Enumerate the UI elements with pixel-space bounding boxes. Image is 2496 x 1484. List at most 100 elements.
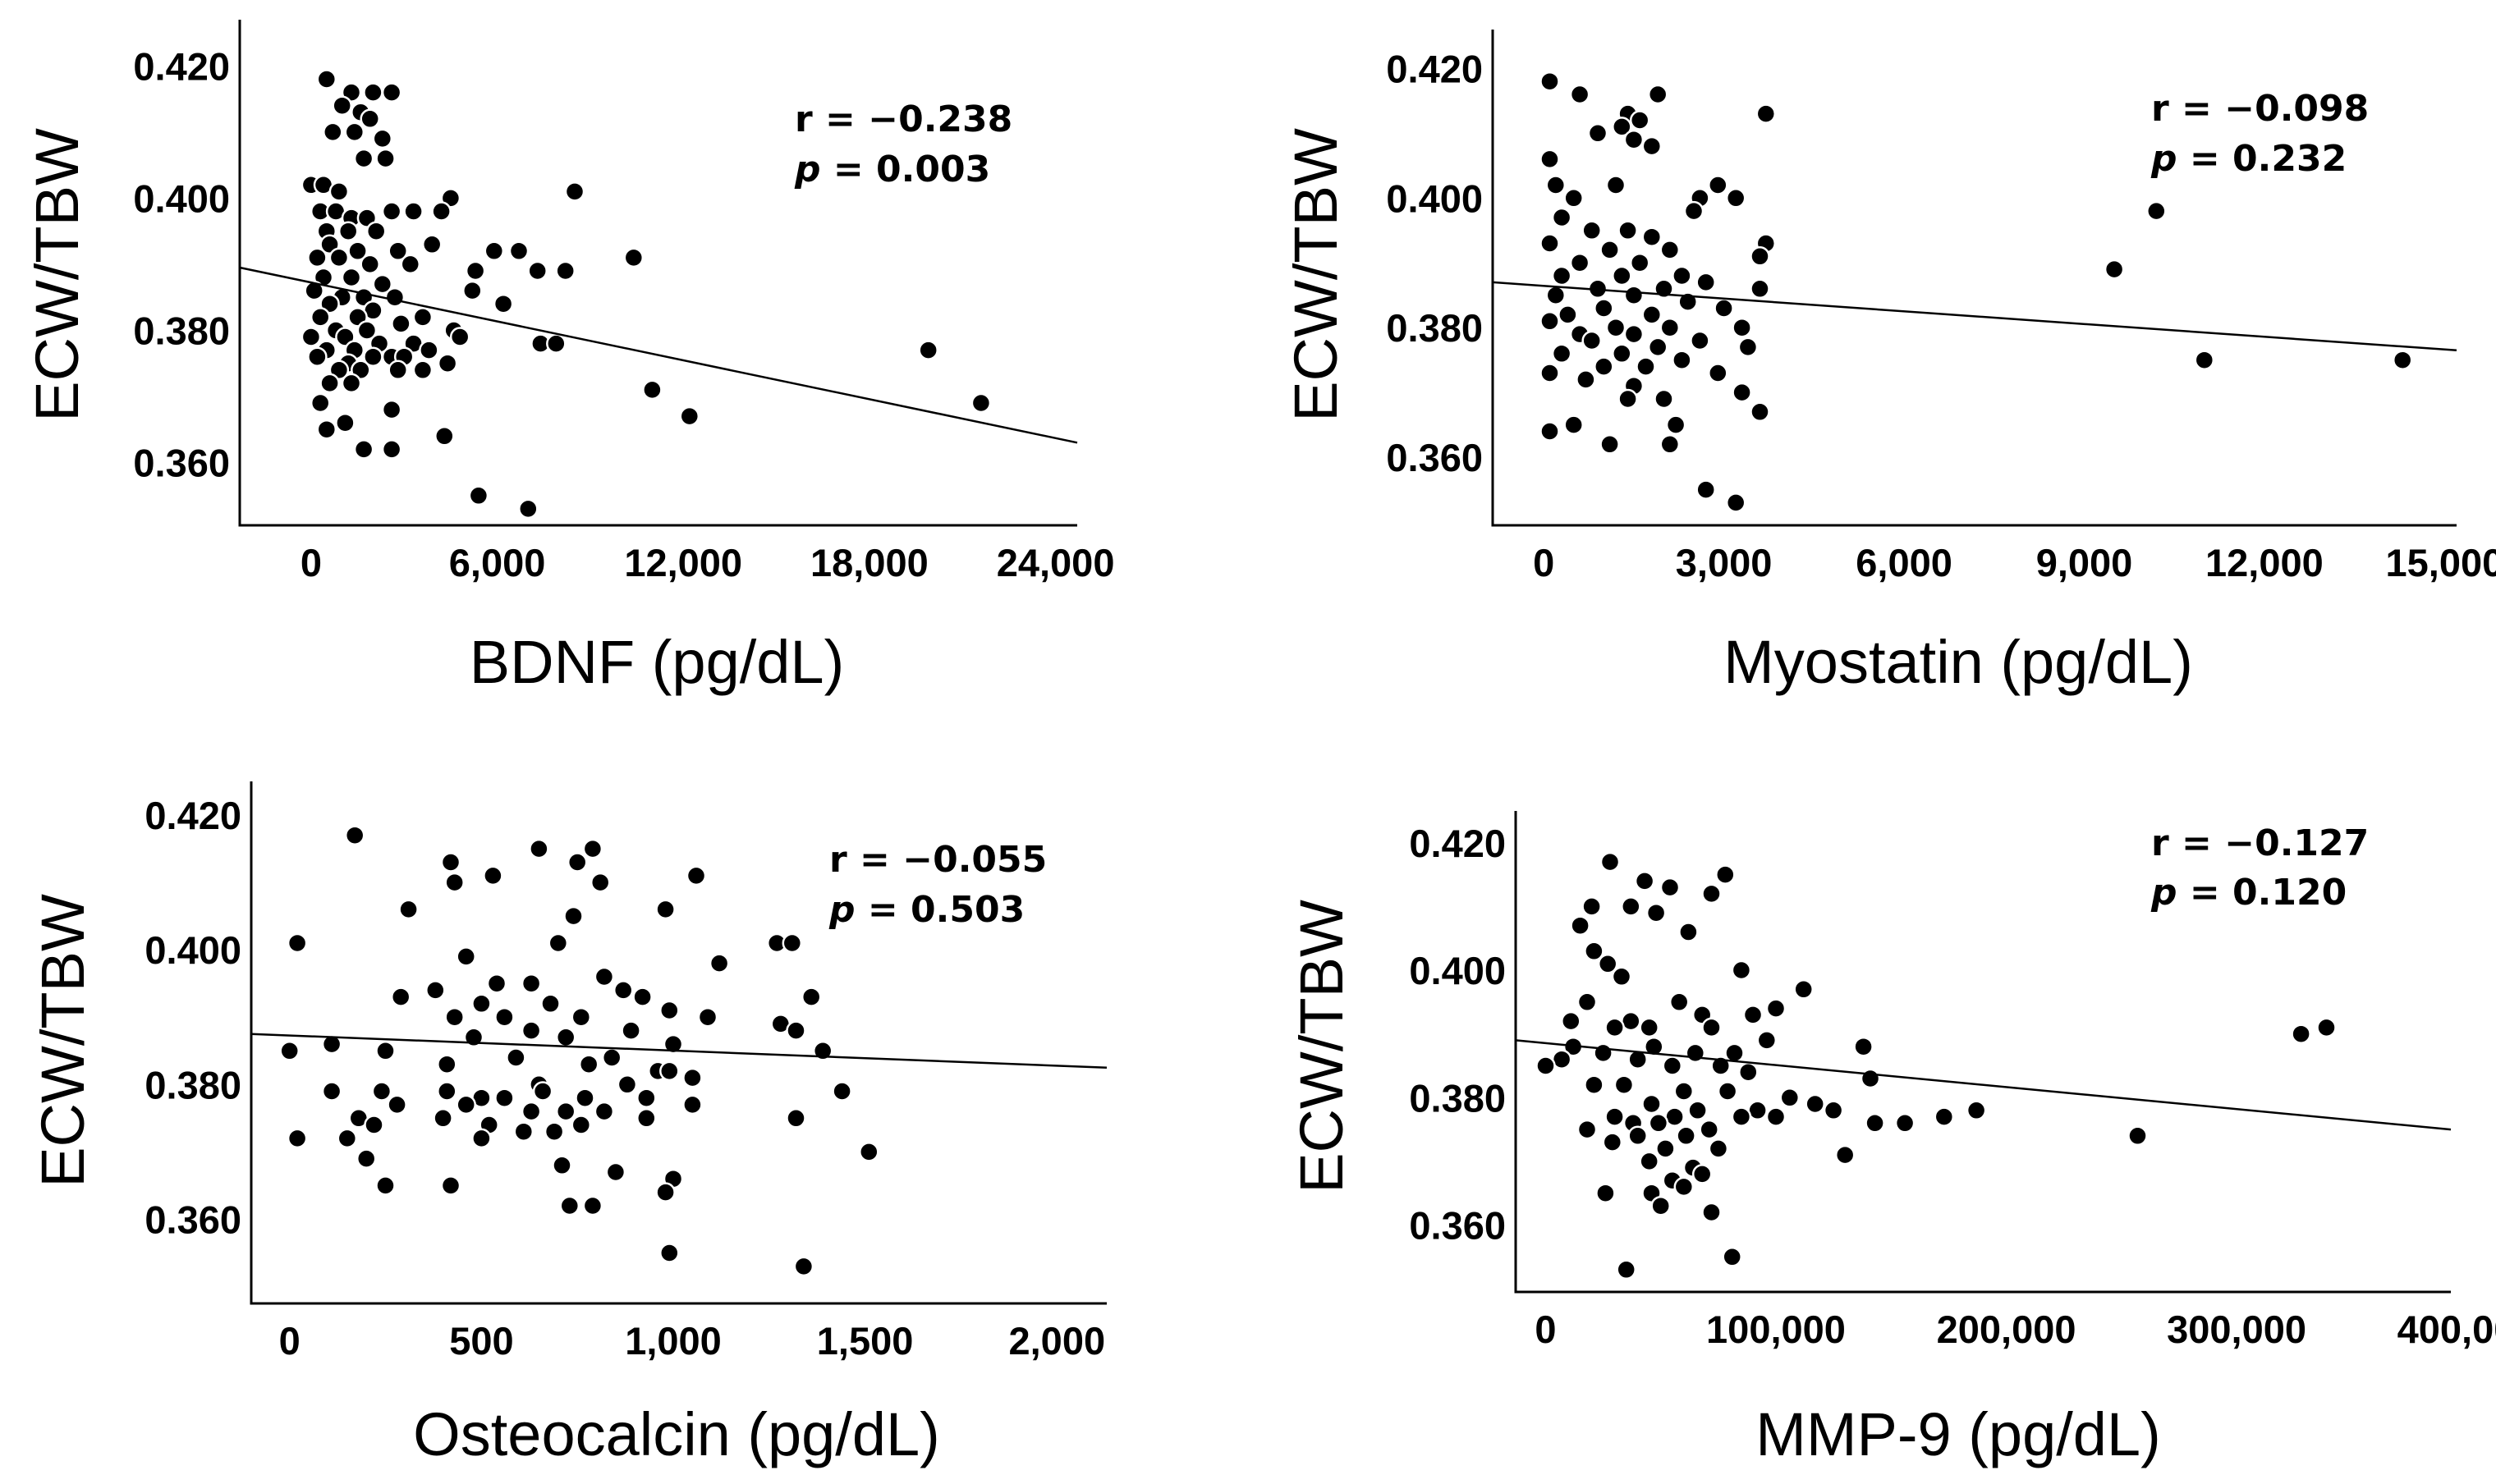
data-point-mmp9-2: [1634, 871, 1655, 891]
data-point-osteocalcin-25: [471, 993, 492, 1015]
x-tick-label-bdnf-0: 0: [301, 541, 322, 584]
data-point-myostatin-42: [1714, 298, 1734, 318]
data-point-mmp9-19: [1561, 1010, 1581, 1032]
data-point-bdnf-63: [449, 327, 470, 347]
data-point-myostatin-10: [1539, 149, 1560, 170]
data-point-myostatin-59: [2392, 350, 2413, 370]
data-point-mmp9-7: [1645, 902, 1667, 923]
data-point-osteocalcin-64: [456, 1094, 476, 1115]
stats-r-mmp9: r = −0.127: [2151, 822, 2369, 864]
data-point-osteocalcin-75: [287, 1128, 308, 1149]
data-point-myostatin-25: [1599, 240, 1620, 260]
data-point-bdnf-82: [642, 379, 663, 401]
data-point-myostatin-43: [1558, 305, 1578, 325]
data-point-osteocalcin-46: [437, 1054, 457, 1074]
data-point-mmp9-4: [1701, 883, 1722, 905]
data-point-myostatin-45: [1539, 311, 1560, 332]
data-point-osteocalcin-78: [544, 1121, 565, 1142]
panel-myostatin: 0.360 0.380 0.400 0.420 0 3,000 6,000 9,000 12,…: [1282, 30, 2496, 696]
data-point-mmp9-12: [1611, 966, 1632, 987]
data-point-osteocalcin-67: [594, 1101, 615, 1122]
x-tick-label-bdnf-3: 18,000: [810, 541, 929, 584]
data-point-osteocalcin-4: [567, 852, 588, 873]
data-point-bdnf-74: [437, 353, 458, 373]
p-value: 0.120: [2232, 872, 2347, 914]
y-ticks-bdnf: 0.360 0.380 0.400 0.420: [133, 44, 230, 484]
data-point-mmp9-26: [2316, 1017, 2337, 1038]
data-point-myostatin-32: [1551, 265, 1572, 286]
p-equals: =: [856, 889, 911, 931]
data-point-mmp9-31: [1685, 1042, 1706, 1064]
data-point-mmp9-72: [1691, 1164, 1713, 1184]
p-value: 0.232: [2232, 138, 2347, 180]
x-ticks-bdnf: 0 6,000 12,000 18,000 24,000: [301, 541, 1115, 584]
data-point-mmp9-25: [2291, 1024, 2311, 1044]
data-point-mmp9-46: [1805, 1093, 1825, 1115]
data-point-myostatin-38: [1545, 285, 1567, 305]
data-point-osteocalcin-35: [621, 1020, 641, 1041]
data-point-bdnf-57: [356, 320, 378, 341]
x-tick-label-mmp9-0: 0: [1535, 1308, 1556, 1351]
data-point-osteocalcin-87: [655, 1182, 676, 1202]
p-value: 0.003: [876, 149, 990, 190]
data-point-mmp9-44: [1717, 1081, 1738, 1102]
data-point-mmp9-55: [1765, 1106, 1787, 1127]
r-symbol: r: [795, 98, 813, 140]
data-point-mmp9-57: [1648, 1113, 1669, 1134]
data-point-mmp9-66: [1602, 1132, 1623, 1152]
data-point-myostatin-17: [2146, 200, 2167, 222]
x-ticks-osteocalcin: 0 500 1,000 1,500 2,000: [279, 1319, 1105, 1363]
data-point-myostatin-31: [1672, 265, 1692, 286]
data-point-osteocalcin-26: [540, 993, 561, 1015]
data-point-myostatin-60: [1594, 356, 1614, 377]
data-point-myostatin-72: [1539, 421, 1560, 442]
data-point-bdnf-51: [493, 293, 514, 314]
data-point-myostatin-13: [1708, 175, 1728, 195]
data-point-mmp9-77: [1650, 1195, 1671, 1216]
data-point-osteocalcin-15: [782, 932, 803, 954]
stats-p-bdnf: p = 0.003: [794, 149, 990, 190]
data-point-osteocalcin-77: [513, 1121, 535, 1142]
r-value: −0.055: [902, 839, 1047, 881]
p-symbol: p: [2150, 138, 2177, 180]
y-tick-label-myostatin-3: 0.420: [1386, 47, 1483, 90]
data-point-bdnf-9: [372, 128, 393, 149]
data-point-mmp9-5: [1581, 896, 1602, 917]
data-point-mmp9-50: [1823, 1100, 1844, 1121]
p-equals: =: [2177, 138, 2233, 180]
data-point-myostatin-9: [1641, 135, 1663, 157]
data-point-osteocalcin-61: [636, 1088, 657, 1108]
data-point-osteocalcin-76: [337, 1128, 358, 1149]
data-point-bdnf-48: [462, 280, 483, 301]
data-point-myostatin-39: [1623, 285, 1645, 305]
data-point-mmp9-70: [1834, 1144, 1856, 1166]
data-point-bdnf-54: [391, 314, 411, 334]
data-point-bdnf-10: [353, 148, 374, 169]
data-point-osteocalcin-20: [486, 973, 507, 994]
data-point-myostatin-33: [1612, 265, 1632, 286]
data-point-mmp9-21: [1742, 1005, 1764, 1025]
data-point-bdnf-38: [465, 260, 486, 282]
data-point-bdnf-22: [403, 201, 424, 222]
data-point-myostatin-63: [1708, 363, 1728, 383]
data-point-bdnf-42: [341, 267, 362, 288]
data-point-bdnf-80: [319, 373, 340, 394]
data-point-myostatin-70: [1563, 415, 1584, 435]
data-point-osteocalcin-90: [659, 1243, 680, 1263]
r-equals: =: [2169, 822, 2225, 864]
data-point-osteocalcin-36: [786, 1020, 806, 1041]
data-point-bdnf-91: [381, 439, 402, 460]
data-point-myostatin-20: [1581, 220, 1602, 241]
data-point-osteocalcin-42: [375, 1041, 396, 1061]
data-point-myostatin-0: [1539, 71, 1560, 92]
data-point-bdnf-89: [434, 426, 455, 447]
data-point-osteocalcin-28: [801, 987, 822, 1007]
x-axis-label-osteocalcin: Osteocalcin (pg/dL): [413, 1400, 940, 1468]
data-point-mmp9-22: [1639, 1017, 1659, 1038]
data-point-osteocalcin-39: [663, 1033, 684, 1055]
data-point-mmp9-14: [1793, 979, 1814, 1000]
p-symbol: p: [2150, 872, 2177, 914]
data-point-myostatin-7: [1587, 123, 1608, 144]
data-point-bdnf-26: [365, 221, 387, 241]
data-point-myostatin-68: [1617, 388, 1638, 410]
